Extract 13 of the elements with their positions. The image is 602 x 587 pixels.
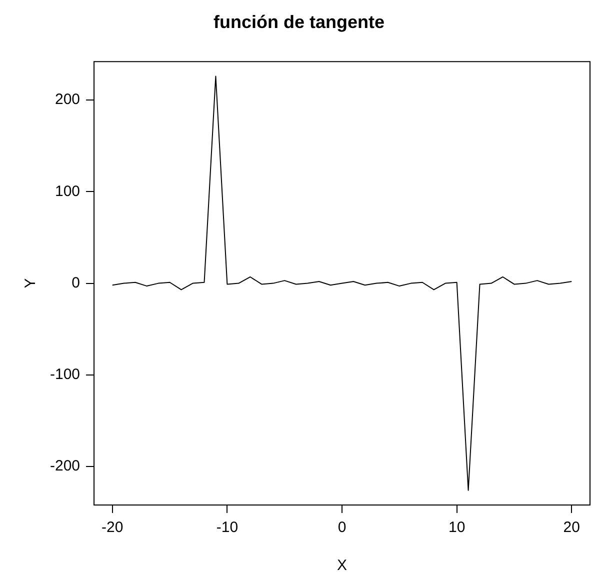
x-tick-label: -20 bbox=[102, 519, 124, 536]
x-tick-label: -10 bbox=[216, 519, 238, 536]
y-tick-label: -200 bbox=[50, 458, 80, 475]
y-tick-label: 0 bbox=[72, 274, 80, 292]
y-tick-label: 200 bbox=[54, 91, 80, 108]
x-tick-label: 0 bbox=[338, 519, 346, 536]
y-tick-label: -100 bbox=[50, 366, 80, 384]
y-axis-title: Y bbox=[22, 278, 40, 288]
x-tick-label: 10 bbox=[448, 519, 466, 536]
x-tick-label: 20 bbox=[563, 519, 580, 536]
chart-title: función de tangente bbox=[214, 12, 384, 32]
x-axis-title: X bbox=[337, 557, 348, 574]
y-tick-label: 100 bbox=[54, 182, 80, 200]
